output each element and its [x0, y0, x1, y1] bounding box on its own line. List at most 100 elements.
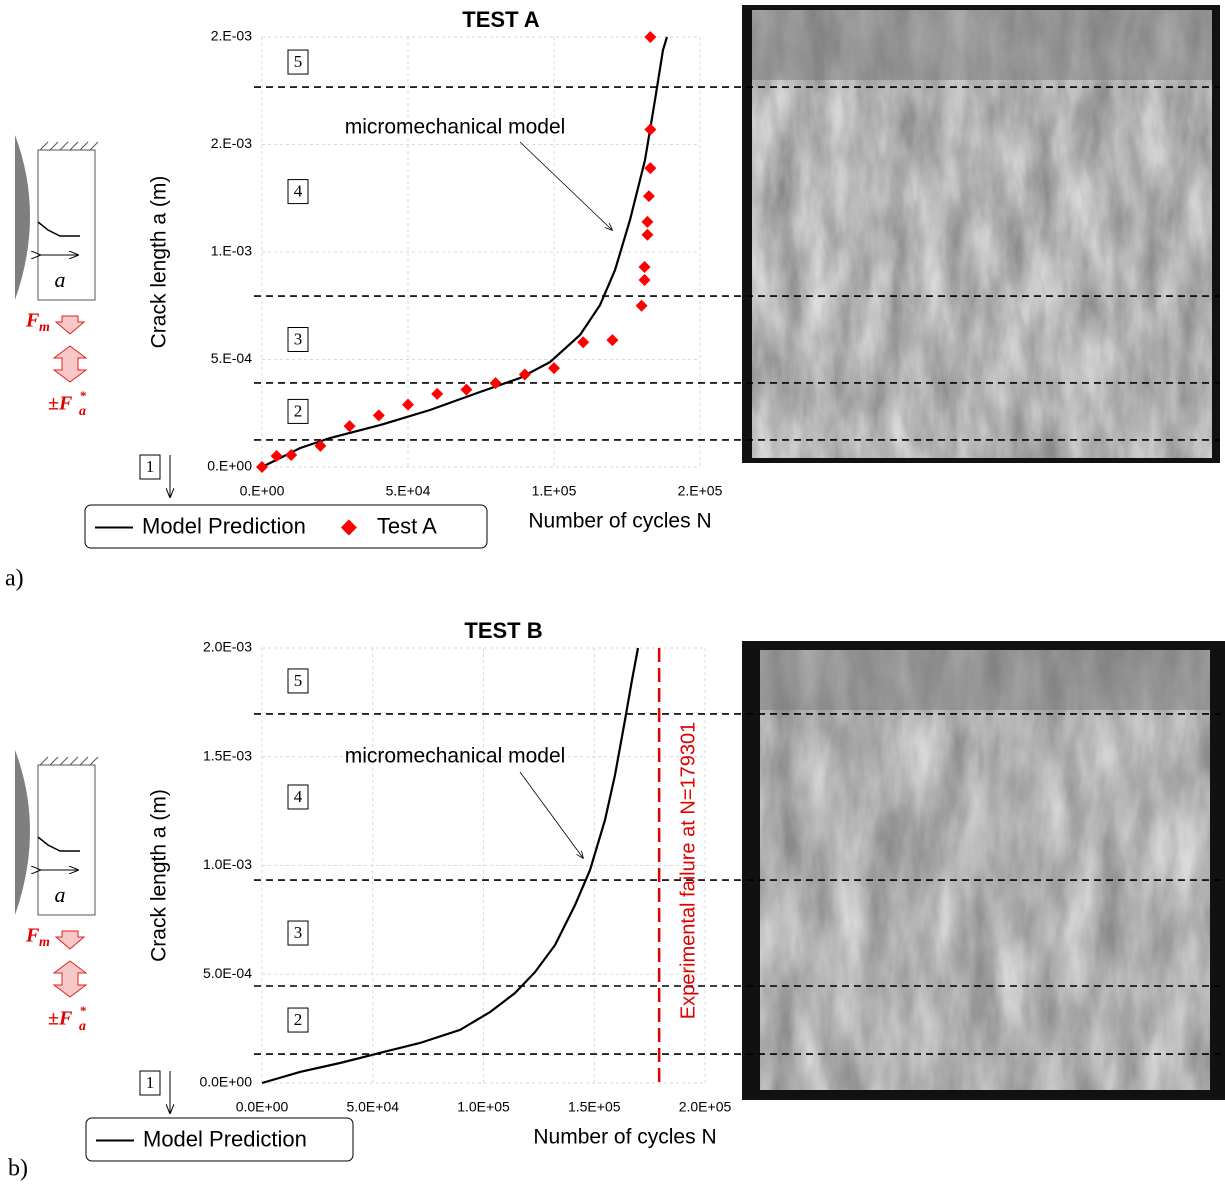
amp-force-sub: a	[79, 1019, 86, 1034]
y-axis-label: Crack length a (m)	[148, 176, 171, 349]
region-label-box	[139, 1070, 161, 1096]
hatch	[89, 756, 99, 766]
y-tick-label: 1.0E-03	[203, 856, 252, 872]
y-tick-label: 1.5E-03	[203, 747, 252, 763]
x-tick-label: 1.5E+05	[568, 1099, 621, 1115]
test-point	[577, 336, 590, 349]
region-label-box	[287, 668, 309, 694]
legend-box	[84, 504, 488, 549]
crack-length-label: a	[55, 267, 66, 292]
region-label: 4	[294, 787, 303, 806]
test-point	[641, 215, 654, 228]
x-tick-label: 0.0E+00	[236, 1099, 289, 1115]
region-label: 3	[294, 329, 303, 348]
hatch	[69, 141, 79, 151]
hatch	[39, 756, 49, 766]
x-tick-label: 5.0E+04	[346, 1099, 399, 1115]
chart-title: TEST B	[464, 618, 542, 643]
hatch	[89, 141, 99, 151]
x-tick-label: 2.E+05	[678, 483, 723, 499]
x-tick-label: 2.0E+05	[679, 1099, 732, 1115]
region-label: 2	[294, 1010, 303, 1029]
test-point	[270, 450, 283, 463]
annotation-arrow	[519, 771, 583, 858]
amp-force-label: ±F	[48, 1008, 73, 1030]
hatch	[39, 141, 49, 151]
region-label-box	[287, 398, 309, 424]
amplitude-arrow	[52, 960, 88, 998]
hatch	[59, 141, 69, 151]
region-label: 3	[294, 923, 303, 942]
specimen	[37, 764, 96, 916]
x-tick-label: 5.E+04	[386, 483, 431, 499]
hatch	[59, 756, 69, 766]
mean-force-label: F	[25, 925, 40, 947]
test-point	[644, 31, 657, 43]
chart-title: TEST A	[462, 7, 540, 32]
mean-force-arrow	[54, 315, 86, 335]
test-point	[548, 362, 560, 375]
test-point	[642, 190, 655, 203]
test-point	[285, 448, 298, 461]
region-label-box	[287, 920, 309, 946]
test-point	[256, 461, 268, 473]
x-axis-label: Number of cycles N	[533, 1126, 716, 1149]
crack-length-label: a	[55, 882, 66, 907]
test-point	[402, 398, 414, 411]
legend-label: Model Prediction	[142, 513, 306, 538]
test-point	[641, 228, 654, 241]
region-label-box	[287, 179, 309, 205]
region-label: 2	[294, 401, 303, 420]
x-axis-label: Number of cycles N	[528, 510, 711, 533]
test-point	[638, 273, 651, 286]
legend-box	[85, 1117, 354, 1162]
test-point	[372, 409, 385, 422]
annotation: micromechanical model	[345, 116, 566, 139]
x-tick-label: 1.E+05	[532, 483, 577, 499]
specimen	[37, 149, 96, 301]
legend-swatch	[340, 519, 357, 536]
region-label: 5	[294, 671, 303, 690]
model-line	[261, 647, 640, 1085]
amplitude-arrow	[52, 345, 88, 383]
y-tick-label: 2.E-03	[211, 135, 252, 151]
x-tick-label: 0.E+00	[240, 483, 285, 499]
test-point	[314, 439, 327, 452]
amp-force-sup: *	[80, 1003, 87, 1018]
panel-label: a)	[5, 566, 24, 592]
region-label: 1	[146, 457, 155, 476]
region-label: 4	[294, 181, 303, 200]
mean-force-sub: m	[39, 935, 50, 950]
test-point	[431, 387, 444, 400]
specimen-schematic: aF m±F a*	[15, 135, 99, 419]
test-point	[343, 420, 356, 433]
photo-b	[742, 641, 1225, 1100]
region-label-box	[287, 327, 309, 353]
y-tick-label: 5.E-04	[211, 350, 252, 366]
region-label: 5	[294, 52, 303, 71]
test-point	[518, 368, 531, 381]
mean-force-sub: m	[39, 320, 50, 335]
hatch	[79, 756, 89, 766]
region-label: 1	[146, 1073, 155, 1092]
failure-label: Experimental failure at N=179301	[677, 722, 699, 1019]
specimen-schematic: aF m±F a*	[15, 750, 99, 1034]
test-point	[638, 261, 651, 274]
amp-force-sup: *	[80, 388, 87, 403]
photo-a	[742, 5, 1220, 463]
test-point	[606, 334, 619, 347]
y-tick-label: 0.0E+00	[199, 1074, 252, 1090]
hatch	[49, 141, 59, 151]
y-tick-label: 2.0E-03	[203, 639, 252, 655]
y-axis-label: Crack length a (m)	[148, 789, 171, 962]
mean-force-label: F	[25, 310, 40, 332]
y-tick-label: 5.0E-04	[203, 965, 252, 981]
y-tick-label: 0.E+00	[207, 458, 252, 474]
annotation: micromechanical model	[345, 745, 566, 768]
test-point	[644, 123, 657, 136]
test-point	[489, 377, 502, 390]
region-label-box	[287, 784, 309, 810]
region-label-box	[287, 1007, 309, 1033]
crack	[37, 836, 80, 852]
